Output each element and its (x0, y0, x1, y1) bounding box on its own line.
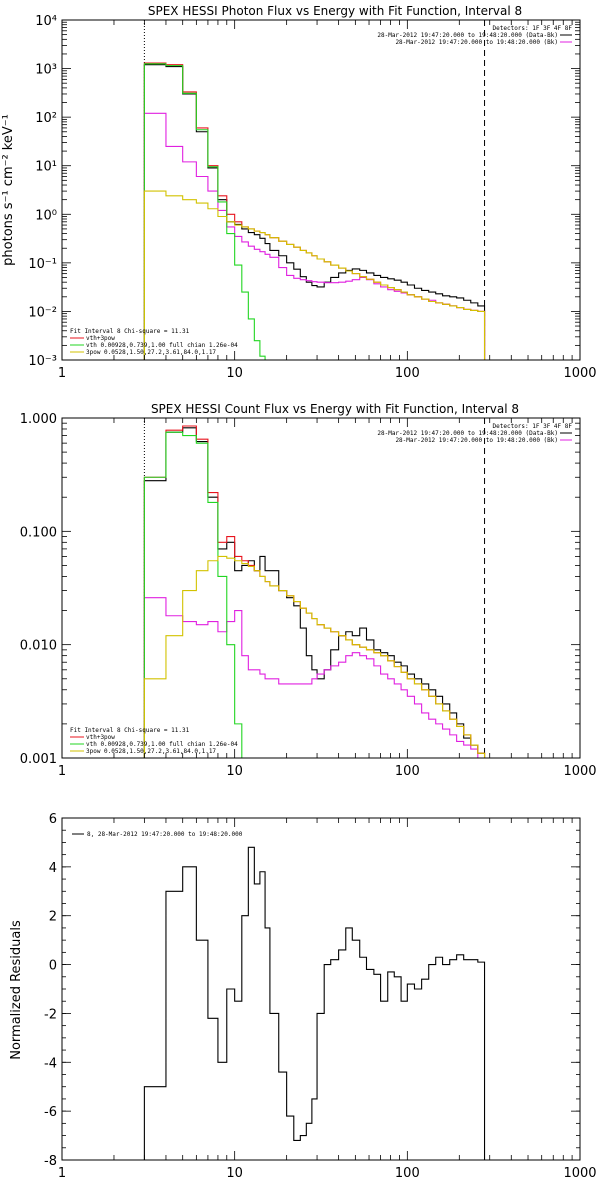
photon-header-data: 28-Mar-2012 19:47:20.000 to 19:48:20.000… (377, 32, 558, 39)
photon-ytick-label: 10³ (35, 63, 57, 78)
count-fit-line-1: Fit Interval 8 Chi-square = 11.31 (70, 727, 190, 734)
resid-ytick-label: 2 (49, 910, 57, 925)
residual-plot-frame (61, 817, 581, 1161)
photon-series-magenta (143, 112, 486, 360)
count-fit-line-2: vth+3pow (86, 734, 115, 741)
resid-ytick-label: -2 (44, 1007, 57, 1022)
resid-series-black (143, 846, 486, 1160)
photon-series-green (143, 63, 266, 360)
photon-header-detectors: Detectors: 1F 3F 4F 8F (493, 25, 573, 32)
count-ytick-label: 0.010 (20, 639, 57, 654)
residual-ylabel: Normalized Residuals (9, 920, 24, 1060)
photon-xtick-label: 1 (58, 366, 66, 381)
count-series-green (143, 431, 243, 758)
count-series-black (143, 427, 486, 758)
photon-ytick-label: 10⁻² (28, 305, 57, 320)
resid-ytick-label: -6 (44, 1105, 57, 1120)
photon-ytick-label: 10⁴ (35, 14, 57, 29)
photon-ytick-label: 10⁻³ (28, 354, 57, 369)
count-fit-line-3: vth 0.00928,0.739,1.00 full chian 1.26e-… (86, 741, 238, 748)
photon-series-red (143, 62, 486, 360)
resid-ytick-label: 0 (49, 959, 57, 974)
count-xtick-label: 1 (58, 764, 66, 779)
count-series-yellow (143, 555, 486, 758)
photon-xtick-label: 100 (395, 366, 420, 381)
photon-series-yellow (143, 190, 486, 360)
photon-header: Detectors: 1F 3F 4F 8F 28-Mar-2012 19:47… (377, 25, 572, 46)
count-header: Detectors: 1F 3F 4F 8F 28-Mar-2012 19:47… (377, 423, 572, 444)
photon-fit-line-1: Fit Interval 8 Chi-square = 11.31 (70, 328, 190, 335)
photon-title: SPEX HESSI Photon Flux vs Energy with Fi… (148, 4, 522, 18)
photon-xtick-label: 10 (226, 366, 243, 381)
count-ytick-label: 0.100 (20, 525, 57, 540)
resid-xtick-label: 100 (395, 1166, 420, 1181)
count-xtick-label: 1000 (563, 764, 596, 779)
photon-plot-frame (61, 19, 581, 361)
photon-ytick-label: 10⁻¹ (28, 257, 57, 272)
resid-ytick-label: 6 (49, 812, 57, 827)
photon-ytick-label: 10² (35, 111, 57, 126)
residual-legend-text: 8, 28-Mar-2012 19:47:20.000 to 19:48:20.… (87, 831, 243, 838)
resid-xtick-label: 1 (58, 1166, 66, 1181)
photon-ytick-label: 10⁰ (35, 208, 57, 223)
photon-fit-line-2: vth+3pow (86, 335, 115, 342)
photon-panel: SPEX HESSI Photon Flux vs Energy with Fi… (1, 4, 597, 381)
photon-ylabel: photons s⁻¹ cm⁻² keV⁻¹ (1, 114, 16, 266)
residual-legend: 8, 28-Mar-2012 19:47:20.000 to 19:48:20.… (72, 831, 243, 838)
resid-ytick-label: 4 (49, 861, 57, 876)
count-title: SPEX HESSI Count Flux vs Energy with Fit… (151, 402, 519, 416)
count-fit-legend: Fit Interval 8 Chi-square = 11.31 vth+3p… (70, 727, 238, 755)
photon-ytick-label: 10¹ (35, 160, 57, 175)
photon-fit-line-4: 3pow 0.0528,1.50,27.2,3.61,84.0,1.17 (86, 349, 216, 356)
count-fit-line-4: 3pow 0.0528,1.50,27.2,3.61,84.0,1.17 (86, 748, 216, 755)
resid-xtick-label: 10 (226, 1166, 243, 1181)
count-xtick-label: 100 (395, 764, 420, 779)
count-series-red (143, 425, 486, 758)
photon-header-bk: 28-Mar-2012 19:47:20.000 to 19:48:20.000… (395, 39, 558, 46)
resid-ytick-label: -8 (44, 1154, 57, 1169)
count-xtick-label: 10 (226, 764, 243, 779)
count-ytick-label: 0.001 (20, 752, 57, 767)
photon-xtick-label: 1000 (563, 366, 596, 381)
photon-fit-legend: Fit Interval 8 Chi-square = 11.31 vth+3p… (70, 328, 238, 356)
residual-panel: 1 10 100 1000 -8 -6 -4 -2 0 2 4 6 Normalized Residu… (9, 812, 597, 1181)
count-header-detectors: Detectors: 1F 3F 4F 8F (493, 423, 573, 430)
resid-ytick-label: -4 (44, 1056, 57, 1071)
count-plot-frame (61, 417, 581, 759)
count-header-bk: 28-Mar-2012 19:47:20.000 to 19:48:20.000… (395, 437, 558, 444)
photon-series-black (143, 64, 486, 360)
photon-fit-line-3: vth 0.00928,0.739,1.00 full chian 1.26e-… (86, 342, 238, 349)
count-header-data: 28-Mar-2012 19:47:20.000 to 19:48:20.000… (377, 430, 558, 437)
count-panel: SPEX HESSI Count Flux vs Energy with Fit… (20, 402, 597, 779)
count-series-magenta (143, 597, 485, 759)
resid-xtick-label: 1000 (563, 1166, 596, 1181)
count-ytick-label: 1.000 (20, 412, 57, 427)
